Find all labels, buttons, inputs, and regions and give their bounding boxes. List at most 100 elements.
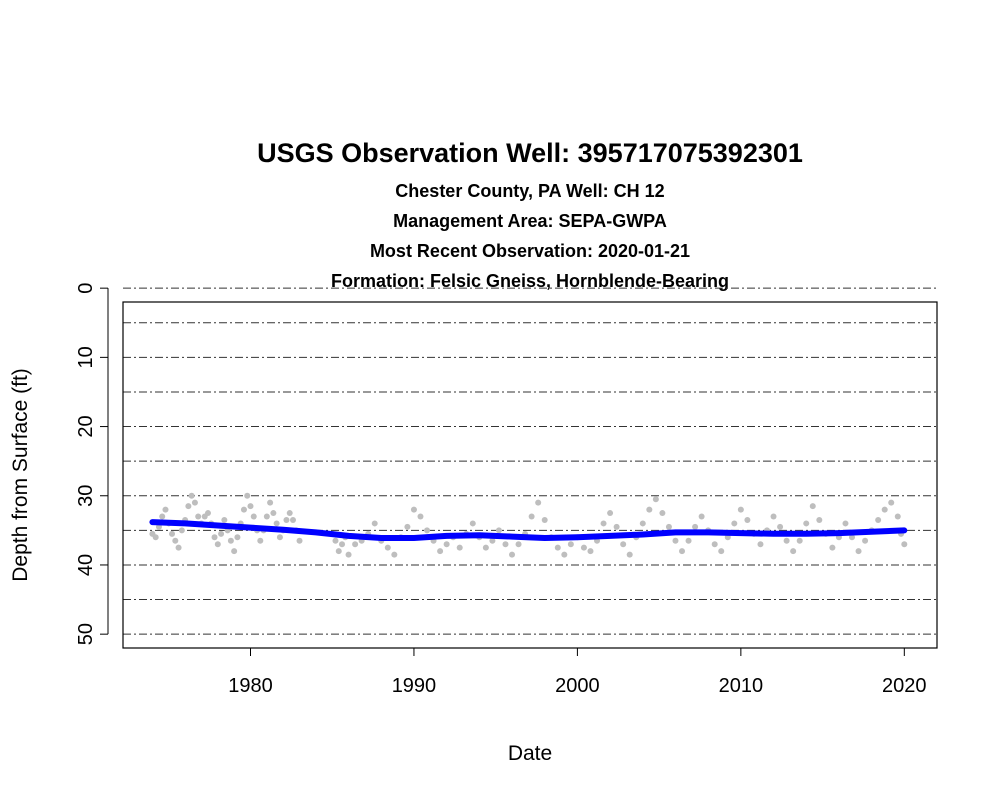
data-point [803,520,810,527]
data-point [289,516,296,523]
data-point [849,534,856,541]
y-tick-label: 30 [75,485,97,507]
x-axis-label: Date [508,742,552,765]
data-point [816,516,823,523]
data-point [613,523,620,530]
observation-points [149,492,908,558]
data-point [482,544,489,551]
data-point [567,541,574,548]
data-point [175,544,182,551]
data-point [509,551,516,558]
data-point [600,520,607,527]
data-point [159,513,166,520]
data-point [587,548,594,555]
x-tick-label: 2010 [719,675,764,697]
data-point [790,548,797,555]
data-point [679,548,686,555]
data-point [770,513,777,520]
data-point [646,506,653,513]
data-point [692,523,699,530]
plot-frame [122,301,938,649]
data-point [659,510,666,517]
data-point [231,548,238,555]
data-point [783,537,790,544]
data-point [443,541,450,548]
data-point [335,548,342,555]
y-tick-label: 10 [75,346,97,368]
data-point [829,544,836,551]
data-point [685,537,692,544]
data-point [283,516,290,523]
data-point [502,541,509,548]
data-point [881,506,888,513]
data-point [515,541,522,548]
data-point [185,503,192,510]
data-point [169,530,176,537]
chart-subtitle-formation: Formation: Felsic Gneiss, Hornblende-Bea… [331,271,729,291]
y-tick-label: 0 [75,283,97,294]
y-axis: 0 10 20 30 40 50 [75,283,109,645]
data-point [901,541,908,548]
data-point [711,541,718,548]
trend-series [149,519,908,541]
data-point [250,513,257,520]
data-point [894,513,901,520]
data-point [286,510,293,517]
data-point [809,503,816,510]
data-point [607,510,614,517]
data-point [188,492,195,499]
data-point [191,499,198,506]
data-point [862,537,869,544]
data-point [247,503,254,510]
data-point [665,523,672,530]
data-point [528,513,535,520]
data-point [469,520,476,527]
data-point [267,499,274,506]
data-point [352,541,359,548]
data-point [221,516,228,523]
chart-subtitle-county: Chester County, PA Well: CH 12 [395,181,664,201]
data-point [495,527,502,534]
chart-title: USGS Observation Well: 395717075392301 [257,138,803,168]
data-point [875,516,882,523]
y-tick-label: 40 [75,554,97,576]
x-axis: 1980 1990 2000 2010 2020 [228,647,927,697]
data-point [541,516,548,523]
gridlines [123,287,937,635]
data-point [234,534,241,541]
data-point [273,520,280,527]
data-point [718,548,725,555]
data-point [417,513,424,520]
data-point [178,527,185,534]
data-point [626,551,633,558]
data-point [796,537,803,544]
data-point [554,544,561,551]
x-tick-label: 1990 [392,675,437,697]
data-point [404,523,411,530]
data-point [276,534,283,541]
data-point [698,513,705,520]
data-point [240,506,247,513]
data-point [737,506,744,513]
data-point [345,551,352,558]
data-point [244,492,251,499]
y-axis-label: Depth from Surface (ft) [9,368,32,582]
data-point [561,551,568,558]
data-point [384,544,391,551]
data-point [218,530,225,537]
data-point [437,548,444,555]
x-tick-label: 2020 [882,675,927,697]
data-point [152,534,159,541]
data-point [371,520,378,527]
data-point [211,534,218,541]
data-point [339,541,346,548]
chart-subtitle-management: Management Area: SEPA-GWPA [393,211,667,231]
data-point [489,537,496,544]
data-point [652,496,659,503]
data-point [332,537,339,544]
data-point [410,506,417,513]
data-point [263,513,270,520]
trend-line [149,519,908,541]
data-point [391,551,398,558]
